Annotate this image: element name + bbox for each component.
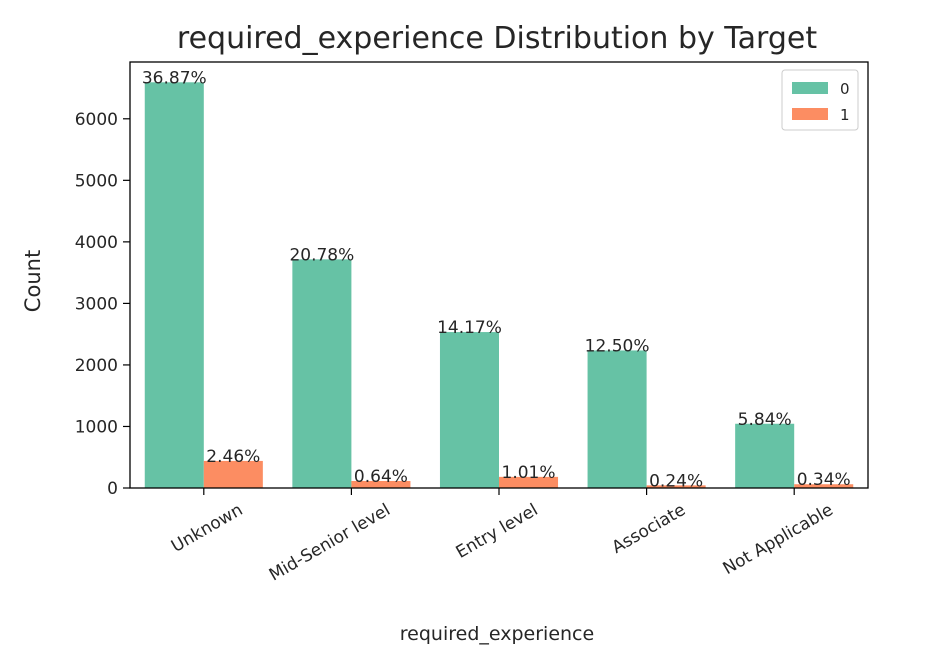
legend-swatch-0 bbox=[792, 82, 828, 94]
data-label: 0.24% bbox=[649, 471, 703, 491]
bar-series-1-3 bbox=[646, 485, 706, 488]
plot-frame bbox=[129, 61, 869, 489]
bar-series-0-4 bbox=[735, 423, 795, 488]
y-tick-label: 3000 bbox=[75, 294, 118, 314]
y-tick-label: 4000 bbox=[75, 233, 118, 253]
data-label: 0.64% bbox=[354, 467, 408, 487]
bar-series-1-0 bbox=[203, 460, 263, 488]
data-label: 5.84% bbox=[738, 410, 792, 430]
data-label: 20.78% bbox=[289, 245, 354, 265]
y-tick-label: 2000 bbox=[75, 356, 118, 376]
bar-series-1-1 bbox=[351, 480, 411, 488]
x-tick-label: Mid-Senior level bbox=[266, 500, 394, 585]
bar-series-0-3 bbox=[587, 350, 647, 488]
bar-series-1-2 bbox=[499, 476, 559, 488]
x-tick-label: Associate bbox=[609, 500, 689, 558]
legend-label: 0 bbox=[840, 80, 850, 98]
x-tick-label: Unknown bbox=[168, 500, 246, 557]
data-label: 12.50% bbox=[585, 336, 650, 356]
x-tick-label: Entry level bbox=[453, 500, 542, 563]
bar-series-1-4 bbox=[794, 484, 854, 488]
bar-series-0-1 bbox=[292, 259, 352, 488]
data-label: 0.34% bbox=[797, 470, 851, 490]
y-tick-label: 6000 bbox=[75, 110, 118, 130]
data-label: 1.01% bbox=[502, 463, 556, 483]
legend: 01 bbox=[781, 69, 859, 131]
x-tick-label: Not Applicable bbox=[720, 500, 837, 579]
plot-area: 0 1000 2000 3000 4000 5000 6000 36.87% 2.46% Unkn… bbox=[75, 68, 854, 585]
x-axis-label: required_experience bbox=[400, 623, 594, 645]
data-label: 14.17% bbox=[437, 318, 502, 338]
bar-series-0-2 bbox=[439, 332, 499, 488]
legend-swatch-1 bbox=[792, 108, 828, 120]
y-tick-label: 1000 bbox=[75, 417, 118, 437]
y-tick-label: 5000 bbox=[75, 171, 118, 191]
data-label: 36.87% bbox=[142, 68, 207, 88]
y-tick-label: 0 bbox=[107, 479, 118, 499]
data-label: 2.46% bbox=[206, 447, 260, 467]
legend-label: 1 bbox=[840, 106, 850, 124]
y-axis-label: Count bbox=[21, 250, 45, 312]
bar-series-0-0 bbox=[144, 82, 204, 489]
chart-title: required_experience Distribution by Targ… bbox=[177, 21, 817, 56]
